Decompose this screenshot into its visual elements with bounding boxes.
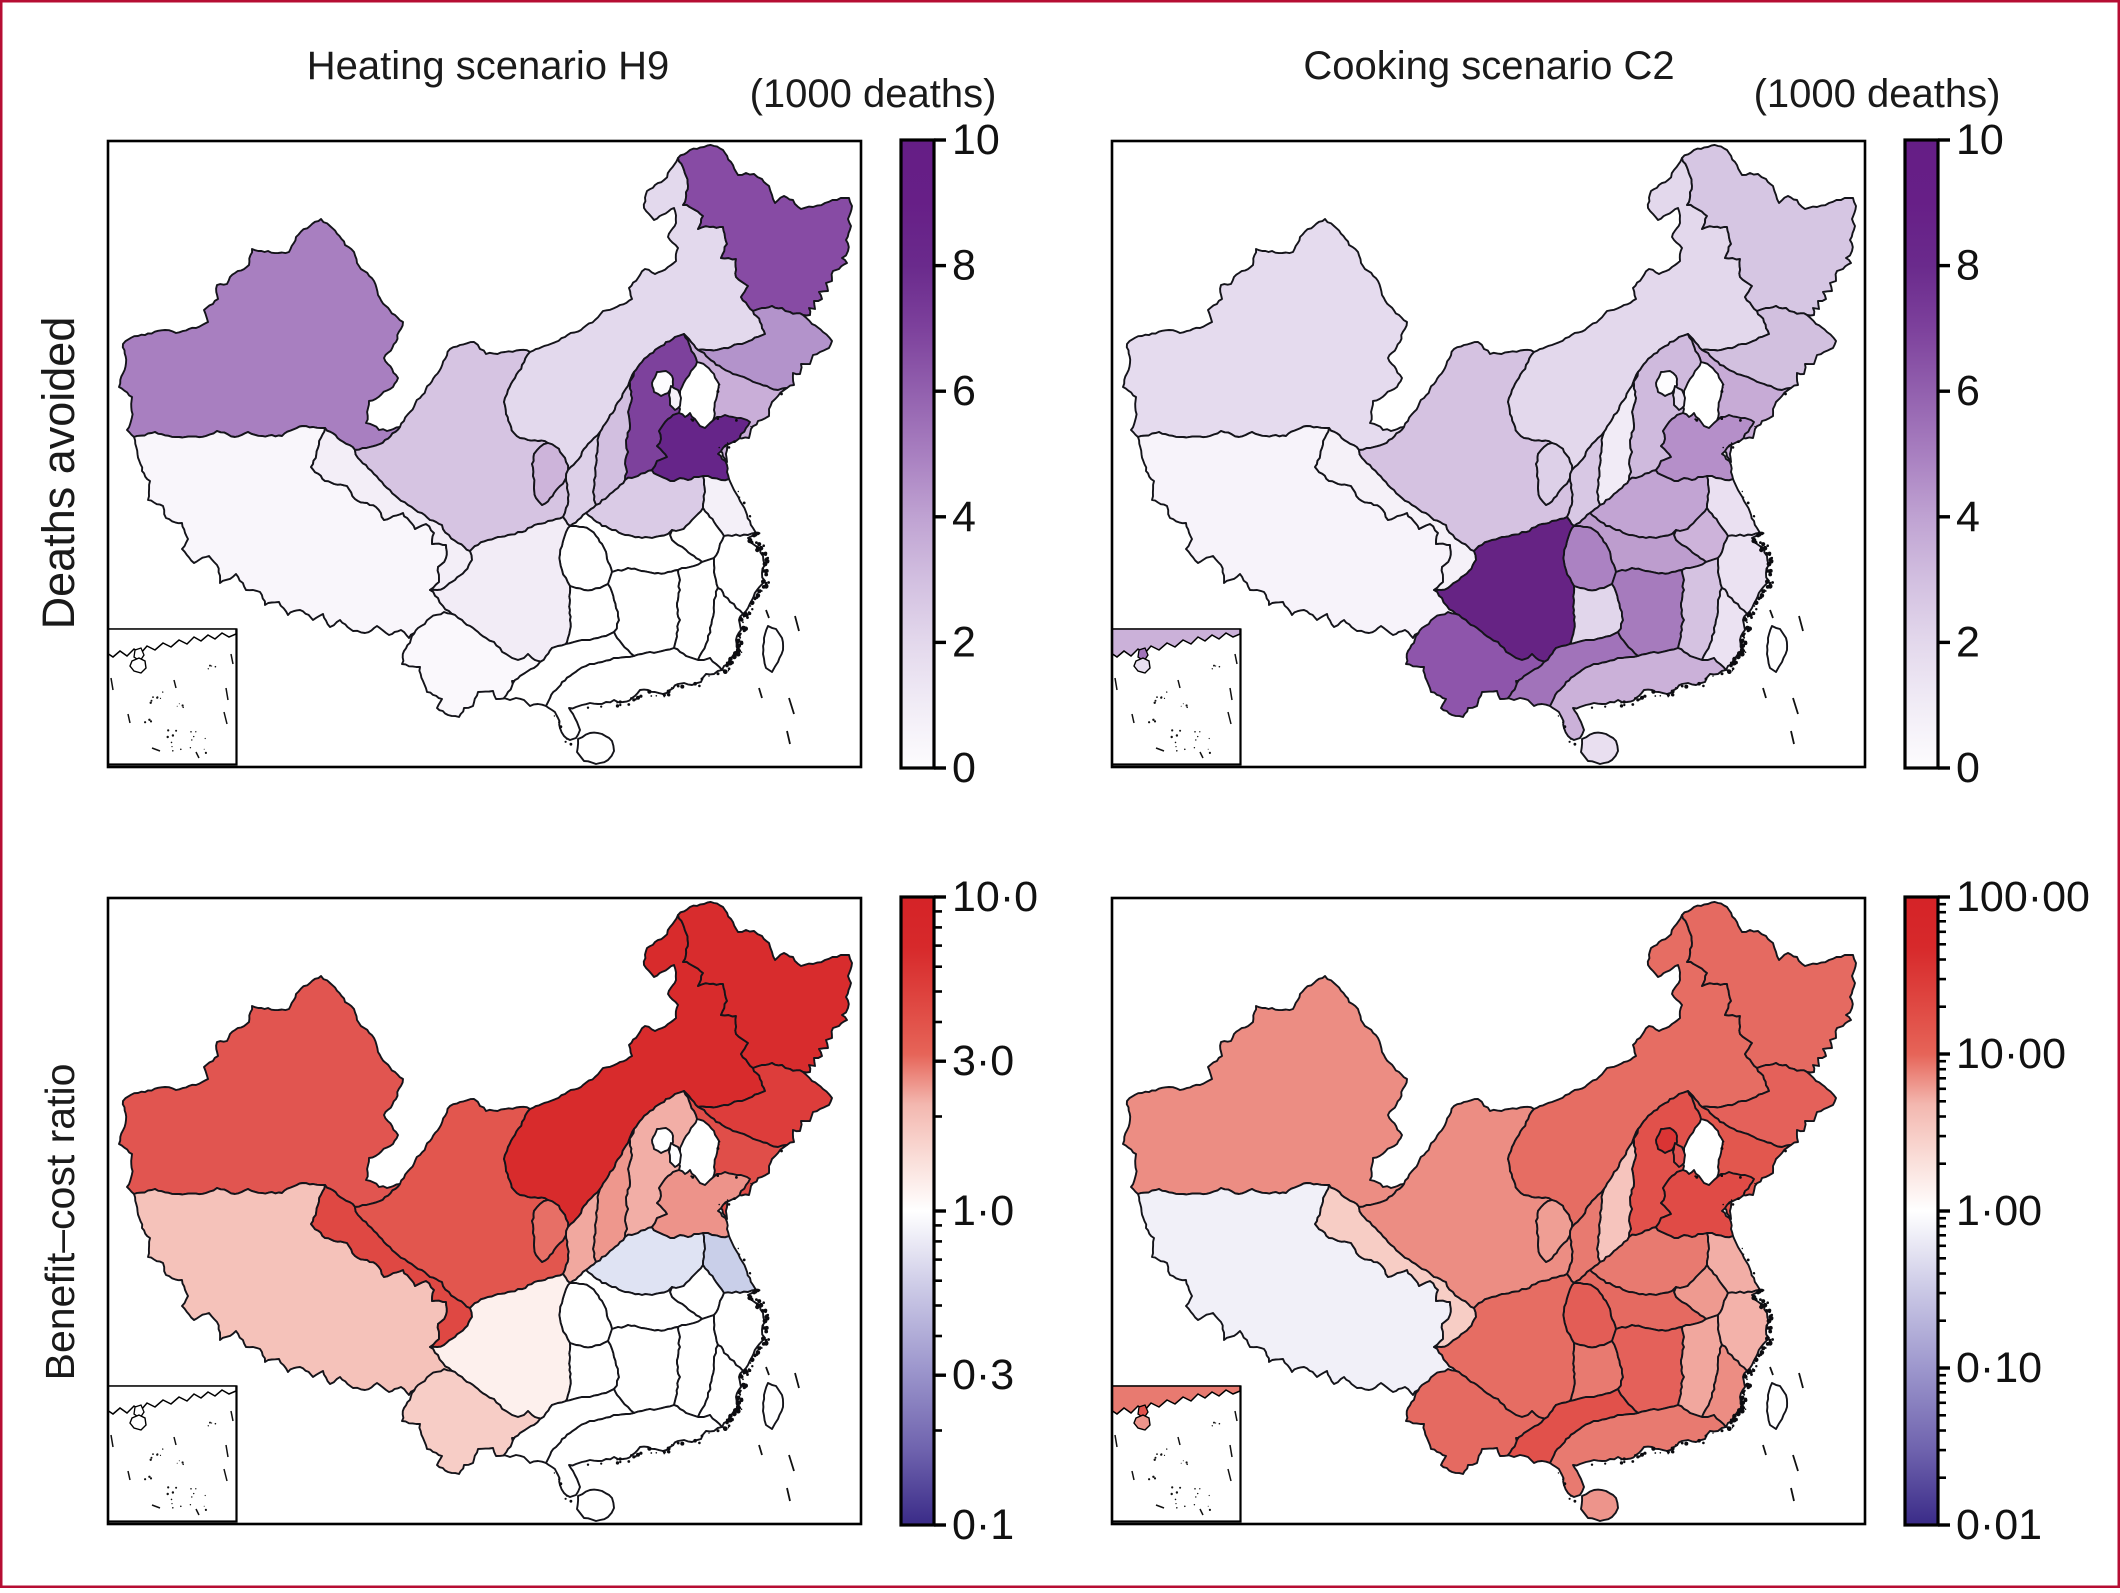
svg-text:10·00: 10·00 bbox=[1956, 1030, 2066, 1078]
svg-text:4: 4 bbox=[1956, 493, 1980, 541]
svg-text:10: 10 bbox=[952, 116, 1000, 164]
svg-text:0·01: 0·01 bbox=[1956, 1501, 2042, 1549]
svg-text:(1000 deaths): (1000 deaths) bbox=[750, 72, 997, 116]
svg-text:Deaths avoided: Deaths avoided bbox=[33, 317, 84, 630]
svg-text:Benefit–cost ratio: Benefit–cost ratio bbox=[37, 1064, 83, 1381]
svg-text:6: 6 bbox=[952, 367, 976, 415]
svg-text:0: 0 bbox=[1956, 744, 1980, 792]
svg-text:Cooking scenario C2: Cooking scenario C2 bbox=[1303, 44, 1674, 88]
svg-text:3·0: 3·0 bbox=[952, 1037, 1014, 1085]
svg-text:1·00: 1·00 bbox=[1956, 1187, 2042, 1235]
svg-text:0·1: 0·1 bbox=[952, 1501, 1014, 1549]
svg-text:10·0: 10·0 bbox=[952, 873, 1038, 921]
svg-text:2: 2 bbox=[1956, 618, 1980, 666]
svg-text:6: 6 bbox=[1956, 367, 1980, 415]
svg-text:0·3: 0·3 bbox=[952, 1351, 1014, 1399]
svg-text:2: 2 bbox=[952, 618, 976, 666]
svg-text:8: 8 bbox=[952, 242, 976, 290]
svg-text:100·00: 100·00 bbox=[1956, 873, 2090, 921]
svg-text:0·10: 0·10 bbox=[1956, 1344, 2042, 1392]
svg-text:10: 10 bbox=[1956, 116, 2004, 164]
svg-text:1·0: 1·0 bbox=[952, 1187, 1014, 1235]
svg-text:(1000 deaths): (1000 deaths) bbox=[1754, 72, 2001, 116]
svg-text:4: 4 bbox=[952, 493, 976, 541]
svg-text:0: 0 bbox=[952, 744, 976, 792]
svg-text:Heating scenario H9: Heating scenario H9 bbox=[307, 44, 669, 88]
svg-text:8: 8 bbox=[1956, 242, 1980, 290]
